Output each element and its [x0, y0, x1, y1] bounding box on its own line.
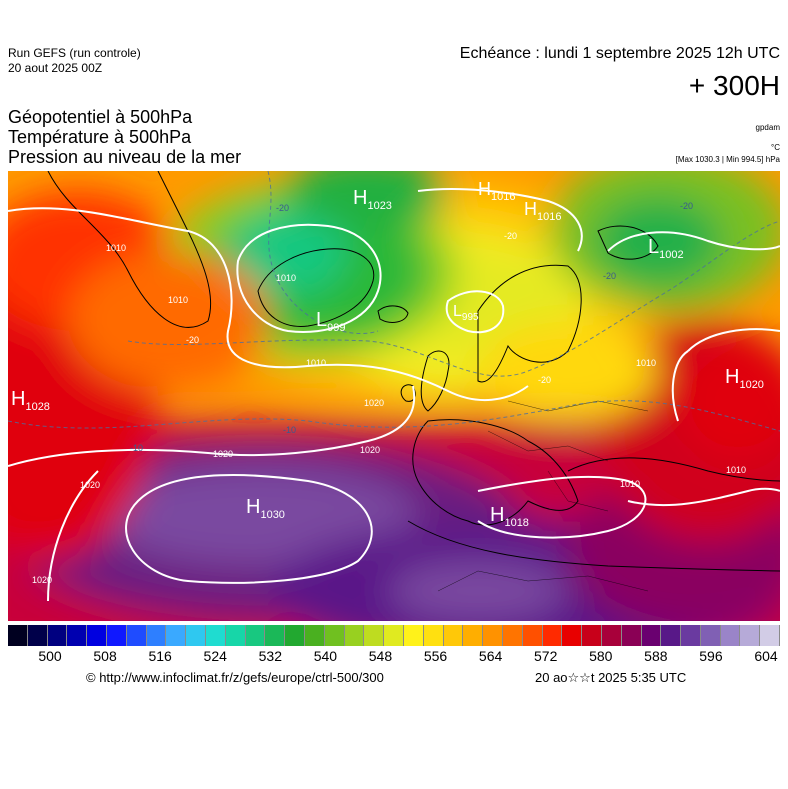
scale-label: 556 — [423, 648, 448, 664]
isotherm-label: -20 — [538, 375, 551, 385]
isobar-label: 1010 — [620, 479, 640, 489]
scale-swatch — [87, 625, 107, 646]
scale-swatch — [621, 625, 642, 646]
scale-swatch — [8, 625, 28, 646]
isobar-label: 1010 — [636, 358, 656, 368]
forecast-map: H1023 H1016 H1016 L1002 L999 L995 H1028 … — [8, 171, 780, 621]
scale-label: 508 — [93, 648, 117, 664]
isotherm-label: -10 — [130, 443, 143, 453]
scale-swatch — [502, 625, 523, 646]
scale-swatch — [522, 625, 543, 646]
generation-timestamp: 20 ao☆☆t 2025 5:35 UTC — [535, 670, 687, 685]
scale-swatch — [463, 625, 484, 646]
scale-label: 532 — [258, 648, 282, 664]
isobar-label: 1010 — [276, 273, 296, 283]
scale-swatch — [344, 625, 365, 646]
scale-swatch — [47, 625, 68, 646]
scale-swatch — [146, 625, 167, 646]
scale-swatch — [225, 625, 246, 646]
scale-swatch — [265, 625, 286, 646]
unit-geopotential: gpdam — [755, 123, 780, 132]
isobar-label: 1010 — [106, 243, 126, 253]
scale-label: 500 — [38, 648, 62, 664]
isobar-label: 1020 — [32, 575, 52, 585]
pressure-max-min: [Max 1030.3 | Min 994.5] hPa — [675, 155, 780, 164]
scale-swatch — [760, 625, 781, 646]
scale-swatch — [106, 625, 127, 646]
scale-swatch — [285, 625, 305, 646]
lead-time: + 300H — [688, 70, 780, 101]
isotherm-label: -20 — [276, 203, 289, 213]
isobar-label: 1010 — [168, 295, 188, 305]
scale-swatch — [245, 625, 266, 646]
scale-label: 572 — [534, 648, 558, 664]
isobar-label: 1020 — [80, 480, 100, 490]
isobar-label: 1020 — [360, 445, 380, 455]
scale-swatch — [384, 625, 404, 646]
scale-label: 580 — [589, 648, 613, 664]
scale-swatch — [601, 625, 622, 646]
scale-label: 524 — [203, 648, 227, 664]
scale-label: 548 — [368, 648, 393, 664]
color-scale-bar — [8, 625, 781, 646]
isotherm-label: -10 — [283, 425, 296, 435]
isotherm-labels: -20 -20 -20 -20 -20 -10 -10 -20 — [130, 201, 693, 453]
scale-label: 540 — [313, 648, 338, 664]
run-title: Run GEFS (run controle) — [8, 46, 141, 60]
scale-swatch — [126, 625, 147, 646]
color-scale-labels: 500 508 516 524 532 540 548 556 564 572 580 588 596 6… — [8, 648, 780, 666]
isotherm-label: -20 — [603, 271, 616, 281]
scale-swatch — [423, 625, 444, 646]
scale-label: 596 — [699, 648, 723, 664]
parameter-pressure: Pression au niveau de la mer — [8, 147, 242, 167]
parameter-temperature: Température à 500hPa — [8, 127, 192, 147]
scale-swatch — [364, 625, 385, 646]
borders — [437, 400, 649, 592]
scale-swatch — [27, 625, 48, 646]
scale-swatch — [403, 625, 424, 646]
isobar-label: 1020 — [364, 398, 384, 408]
scale-swatch — [720, 625, 741, 646]
isotherm-label: -20 — [186, 335, 199, 345]
scale-label: 564 — [478, 648, 503, 664]
isobars — [8, 188, 780, 602]
low-center-1002: L1002 — [648, 236, 684, 261]
coastlines — [47, 171, 780, 572]
scale-swatch — [740, 625, 761, 646]
scale-label: 604 — [754, 648, 778, 664]
run-date: 20 aout 2025 00Z — [8, 61, 103, 75]
scale-swatch — [67, 625, 88, 646]
scale-swatch — [562, 625, 583, 646]
forecast-valid-time: Echéance : lundi 1 septembre 2025 12h UT… — [459, 45, 780, 62]
isotherm-label: -20 — [680, 201, 693, 211]
scale-swatch — [304, 625, 325, 646]
scale-swatch — [582, 625, 602, 646]
scale-swatch — [681, 625, 701, 646]
scale-label: 588 — [644, 648, 668, 664]
scale-swatch — [483, 625, 503, 646]
isobar-label: 1010 — [306, 358, 326, 368]
isotherms — [8, 171, 780, 432]
scale-swatch — [186, 625, 206, 646]
scale-swatch — [324, 625, 345, 646]
isobar-labels: 1010 1010 1010 1020 1020 1020 1020 1010 … — [32, 243, 746, 585]
isobar-label: 1010 — [726, 465, 746, 475]
scale-swatch — [205, 625, 226, 646]
scale-label: 516 — [148, 648, 172, 664]
scale-swatch — [700, 625, 721, 646]
scale-swatch — [166, 625, 187, 646]
scale-swatch — [661, 625, 682, 646]
scale-swatch — [641, 625, 662, 646]
copyright-notice: © http://www.infoclimat.fr/z/gefs/europe… — [86, 670, 384, 685]
scale-swatch — [542, 625, 563, 646]
isotherm-label: -20 — [504, 231, 517, 241]
geopotential-field — [8, 171, 780, 621]
parameter-geopotential: Géopotentiel à 500hPa — [8, 107, 193, 127]
unit-temperature: °C — [771, 143, 780, 152]
isobar-label: 1020 — [213, 449, 233, 459]
scale-swatch — [443, 625, 464, 646]
